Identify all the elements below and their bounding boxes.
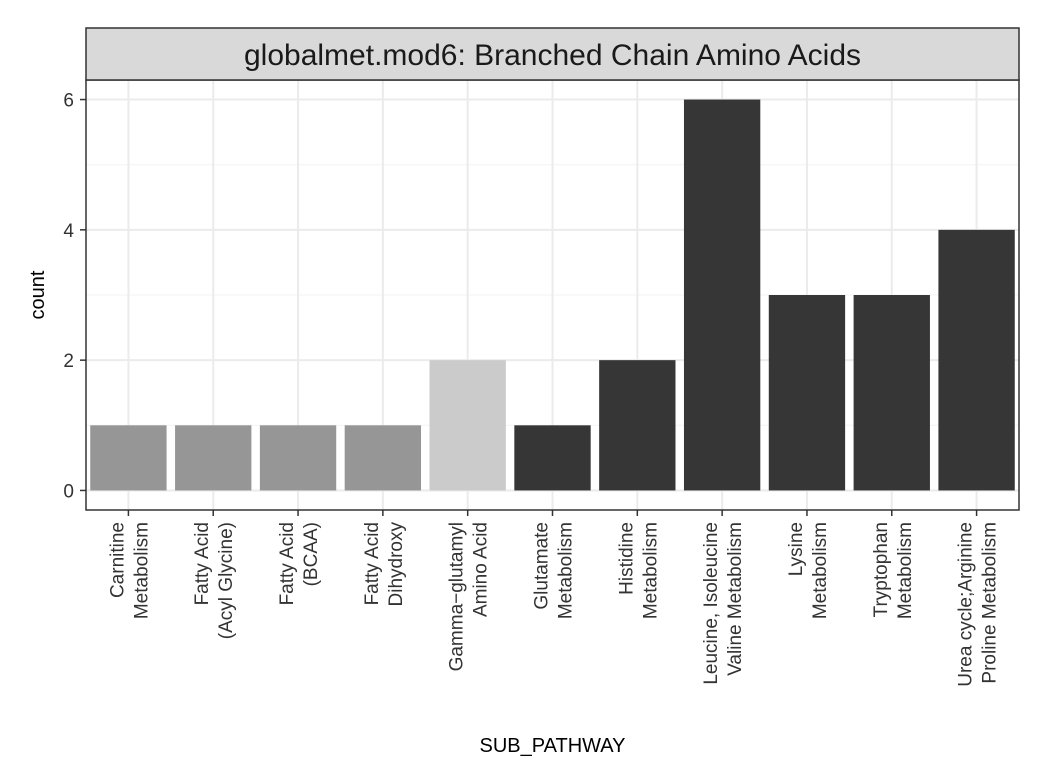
x-tick-label-line: Glutamate bbox=[532, 522, 553, 610]
x-tick-label-line: Amino Acid bbox=[471, 522, 492, 617]
x-tick-label-line: Valine Metabolism bbox=[725, 522, 746, 676]
facet-strip: globalmet.mod6: Branched Chain Amino Aci… bbox=[85, 27, 1020, 81]
x-tick-label-line: Proline Metabolism bbox=[980, 522, 1001, 684]
x-tick-label: Fatty Acid (BCAA) bbox=[277, 522, 322, 605]
x-tick-label-line: Fatty Acid bbox=[362, 522, 383, 605]
facet-strip-background bbox=[85, 27, 1020, 81]
bar bbox=[683, 99, 761, 491]
bar bbox=[599, 360, 676, 491]
x-tick-label: Glutamate Metabolism bbox=[532, 522, 577, 619]
x-tick-label: Carnitine Metabolism bbox=[107, 522, 152, 619]
y-axis-title: count bbox=[27, 270, 49, 319]
x-tick-label-line: Lysine bbox=[786, 522, 807, 576]
bar bbox=[853, 295, 930, 491]
x-tick-label-line: Carnitine bbox=[107, 522, 128, 598]
x-tick-label-line: Urea cycle;Arginine bbox=[956, 522, 977, 687]
bar bbox=[429, 360, 506, 491]
chart-title: globalmet.mod6: Branched Chain Amino Aci… bbox=[244, 39, 861, 72]
bar bbox=[90, 425, 167, 491]
x-tick-label-line: Metabolism bbox=[556, 522, 577, 619]
bar bbox=[344, 425, 422, 491]
bar bbox=[938, 229, 1015, 491]
x-tick-label-line: Metabolism bbox=[810, 522, 831, 619]
x-tick-label-line: Tryptophan bbox=[871, 522, 892, 617]
x-tick-label-line: (Acyl Glycine) bbox=[216, 522, 237, 639]
x-tick-label: Histidine Metabolism bbox=[616, 522, 661, 619]
y-tick-label: 2 bbox=[63, 351, 74, 372]
x-tick-label-line: Fatty Acid bbox=[277, 522, 298, 605]
x-tick-label-line: Fatty Acid bbox=[192, 522, 213, 605]
y-axis: 0 2 4 6 bbox=[63, 91, 86, 502]
x-tick-label-line: Histidine bbox=[616, 522, 637, 595]
x-axis: Carnitine Metabolism Fatty Acid (Acyl Glyci… bbox=[107, 510, 1001, 687]
bar bbox=[259, 425, 337, 491]
bar bbox=[514, 425, 591, 491]
x-tick-label-line: Dihydroxy bbox=[386, 522, 407, 607]
x-tick-label: Fatty Acid (Acyl Glycine) bbox=[192, 522, 237, 639]
x-tick-label-line: Gamma−glutamyl bbox=[447, 522, 468, 671]
x-tick-label-line: Metabolism bbox=[131, 522, 152, 619]
y-tick-label: 0 bbox=[63, 481, 74, 502]
x-tick-label: Tryptophan Metabolism bbox=[871, 522, 916, 619]
x-tick-label: Leucine, Isoleucine Valine Metabolism bbox=[701, 522, 746, 685]
x-tick-label: Fatty Acid Dihydroxy bbox=[362, 522, 407, 607]
x-tick-label: Lysine Metabolism bbox=[786, 522, 831, 619]
x-tick-label: Gamma−glutamyl Amino Acid bbox=[447, 522, 492, 671]
x-tick-label-line: (BCAA) bbox=[301, 522, 322, 586]
x-tick-label-line: Metabolism bbox=[640, 522, 661, 619]
bar bbox=[175, 425, 252, 491]
x-tick-label: Urea cycle;Arginine Proline Metabolism bbox=[956, 522, 1001, 687]
x-tick-label-line: Metabolism bbox=[895, 522, 916, 619]
y-tick-label: 4 bbox=[63, 221, 74, 242]
bars-layer bbox=[90, 99, 1015, 491]
bar bbox=[768, 295, 846, 491]
y-tick-label: 6 bbox=[63, 91, 74, 112]
x-axis-title: SUB_PATHWAY bbox=[480, 735, 626, 757]
x-tick-label-line: Leucine, Isoleucine bbox=[701, 522, 722, 685]
